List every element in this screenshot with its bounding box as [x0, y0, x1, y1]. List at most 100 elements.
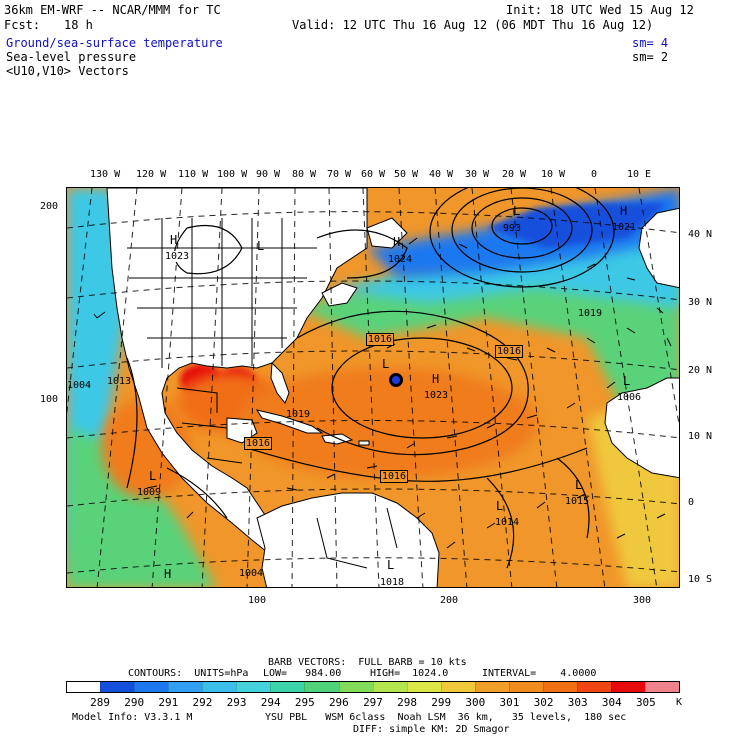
- colorbar-swatch: [100, 682, 135, 692]
- isobar-1016: [296, 310, 529, 456]
- pressure-label: 1014: [495, 517, 520, 528]
- colorbar-tick-label: 296: [328, 696, 349, 709]
- isobar: [471, 197, 573, 259]
- low-pressure-marker: L: [575, 478, 583, 492]
- wind-barbs: [93, 237, 672, 549]
- lon-label: 0: [591, 169, 598, 180]
- colorbar-swatch: [304, 682, 339, 692]
- low-pressure-marker: L: [623, 374, 631, 388]
- pressure-label-boxed: 1016: [495, 345, 524, 358]
- colorbar-unit: K: [676, 697, 683, 708]
- lon-label: 70 W: [327, 169, 352, 180]
- colorbar-tick-label: 297: [363, 696, 383, 709]
- lat-label: 30 N: [688, 297, 713, 308]
- sst-pacific-mild: [67, 428, 216, 587]
- grid-x-label: 100: [248, 595, 267, 606]
- lon-label: 80 W: [292, 169, 317, 180]
- land-newfoundland: [366, 217, 408, 249]
- physics-info: YSU PBL WSM 6class Noah LSM 36 km, 35 le…: [265, 712, 627, 723]
- pressure-label: 1024: [388, 254, 413, 265]
- colorbar-swatch: [576, 682, 611, 692]
- isobar-1015: [556, 457, 590, 539]
- valid-time: Valid: 12 UTC Thu 16 Aug 12 (06 MDT Thu …: [292, 18, 654, 32]
- grid-x-label: 200: [440, 595, 459, 606]
- cyclone-inner: [392, 376, 400, 384]
- low-pressure-marker: L: [513, 204, 521, 218]
- colorbar-swatch: [134, 682, 169, 692]
- diffusion-info: DIFF: simple KM: 2D Smagor: [353, 724, 510, 735]
- sst-colorbar: [66, 681, 680, 693]
- high-pressure-marker: H: [620, 204, 628, 218]
- contours-high: HIGH= 1024.0: [370, 668, 449, 679]
- isobar-1013: [126, 357, 138, 489]
- pressure-label: 1015: [565, 496, 590, 507]
- lon-label: 20 W: [502, 169, 527, 180]
- high-pressure-marker: H: [164, 567, 172, 581]
- lat-label: 0: [688, 497, 695, 508]
- colorbar-swatch: [542, 682, 577, 692]
- lon-label: 30 W: [465, 169, 490, 180]
- pressure-label: 1018: [380, 577, 405, 588]
- pressure-label: 993: [503, 223, 522, 234]
- pressure-label-boxed: 1016: [366, 333, 395, 346]
- colorbar-swatch: [474, 682, 509, 692]
- pressure-label: 1013: [107, 376, 132, 387]
- pressure-label: 1009: [137, 487, 162, 498]
- lon-label: 60 W: [361, 169, 386, 180]
- lon-label: 120 W: [136, 169, 167, 180]
- lon-line: [67, 188, 93, 416]
- colorbar-tick-label: 303: [567, 696, 588, 709]
- lon-line: [246, 188, 260, 587]
- colorbar-tick-label: 293: [226, 696, 247, 709]
- lon-line: [398, 188, 424, 587]
- low-pressure-marker: L: [382, 357, 390, 371]
- lon-line: [328, 188, 338, 587]
- lon-line: [471, 188, 513, 587]
- lon-line: [291, 188, 296, 587]
- tropical-cyclone-symbol: [389, 373, 403, 387]
- state-borders: [127, 218, 398, 569]
- colorbar-tick-label: 302: [533, 696, 554, 709]
- pressure-label: 1023: [165, 251, 190, 262]
- lon-label: 10 W: [541, 169, 566, 180]
- colorbar-tick-label: 291: [158, 696, 179, 709]
- barb-vectors-info: BARB VECTORS: FULL BARB = 10 kts: [268, 657, 467, 668]
- field-slp-name: Sea-level pressure: [6, 50, 137, 64]
- lon-label: 110 W: [178, 169, 209, 180]
- colorbar-swatch: [372, 682, 407, 692]
- land-africa: [604, 377, 679, 479]
- model-info: Model Info: V3.3.1 M: [72, 712, 193, 723]
- colorbar-tick-label: 294: [260, 696, 281, 709]
- colorbar-tick-label: 292: [192, 696, 213, 709]
- isobar: [451, 188, 593, 273]
- sst-atlantic-coldest: [487, 203, 667, 248]
- lon-line: [550, 188, 606, 587]
- barb-strokes: [93, 237, 672, 549]
- isobar: [429, 188, 615, 288]
- colorbar-swatch: [440, 682, 475, 692]
- high-pressure-marker: H: [393, 235, 401, 249]
- colorbar-tick-label: 298: [397, 696, 418, 709]
- colorbar-swatch: [338, 682, 373, 692]
- forecast-label: Fcst:: [4, 18, 41, 32]
- lon-line: [96, 188, 138, 587]
- high-pressure-marker: H: [432, 372, 440, 386]
- model-title: 36km EM-WRF -- NCAR/MMM for TC: [4, 3, 221, 17]
- pressure-label-boxed: 1016: [380, 470, 409, 483]
- land-iberia: [638, 207, 679, 289]
- field-vectors-name: <U10,V10> Vectors: [6, 64, 129, 78]
- pressure-label: 1019: [578, 308, 603, 319]
- weather-map: 1023 1024 1016 1016 1016 1016 1023 1019 …: [66, 187, 680, 588]
- colorbar-tick-label: 305: [635, 696, 656, 709]
- land-south-america: [256, 492, 440, 587]
- colorbar-swatch: [67, 682, 101, 692]
- pressure-label: 1004: [67, 380, 92, 391]
- map-canvas: [67, 188, 679, 587]
- colorbar-tick-label: 299: [431, 696, 452, 709]
- lat-label: 40 N: [688, 229, 713, 240]
- colorbar-swatch: [236, 682, 271, 692]
- grid-y-label: 100: [40, 394, 59, 405]
- high-pressure-marker: H: [170, 233, 178, 247]
- colorbar-swatch: [406, 682, 441, 692]
- lat-label: 10 N: [688, 431, 713, 442]
